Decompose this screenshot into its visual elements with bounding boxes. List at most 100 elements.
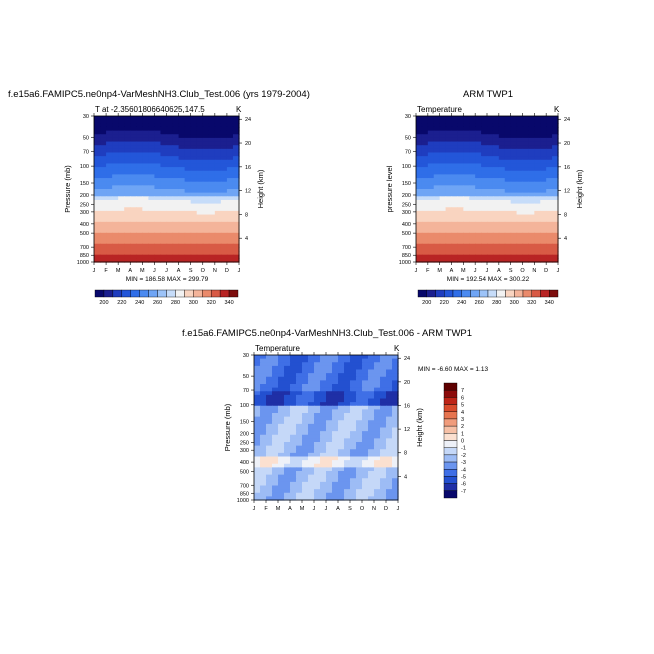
contour-cell — [314, 355, 321, 360]
contour-cell — [202, 243, 210, 248]
contour-cell — [214, 167, 222, 172]
contour-cell — [136, 163, 143, 168]
contour-cell — [451, 167, 459, 172]
contour-cell — [226, 145, 234, 150]
contour-cell — [445, 156, 453, 161]
contour-cell — [487, 203, 494, 208]
contour-cell — [481, 174, 488, 179]
contour-cell — [386, 445, 393, 450]
contour-cell — [356, 463, 363, 468]
contour-cell — [380, 387, 387, 392]
contour-cell — [196, 116, 204, 121]
contour-cell — [154, 119, 162, 124]
colorbar-label: 320 — [527, 300, 536, 306]
contour-cell — [546, 159, 553, 165]
contour-cell — [374, 489, 381, 494]
contour-cell — [350, 492, 357, 497]
contour-cell — [284, 423, 291, 429]
contour-cell — [178, 123, 186, 128]
contour-cell — [510, 210, 518, 216]
contour-cell — [338, 387, 345, 392]
contour-cell — [534, 196, 541, 201]
contour-cell — [534, 232, 541, 238]
contour-cell — [498, 254, 506, 259]
contour-cell — [260, 492, 267, 497]
contour-cell — [172, 130, 180, 135]
contour-cell — [290, 376, 297, 381]
contour-cell — [469, 203, 476, 208]
contour-cell — [124, 192, 131, 197]
contour-cell — [510, 126, 518, 132]
contour-cell — [481, 254, 488, 259]
contour-cell — [100, 221, 107, 227]
contour-cell — [350, 431, 357, 436]
contour-cell — [362, 384, 369, 389]
contour-cell — [100, 243, 107, 248]
contour-cell — [528, 196, 535, 201]
contour-cell — [463, 126, 470, 132]
contour-cell — [416, 247, 423, 252]
contour-cell — [510, 159, 518, 165]
contour-cell — [196, 221, 204, 227]
contour-cell — [124, 178, 131, 183]
contour-cell — [332, 398, 339, 403]
contour-cell — [386, 481, 393, 487]
contour-cell — [332, 460, 339, 465]
contour-cell — [130, 247, 137, 252]
contour-cell — [516, 152, 524, 157]
contour-cell — [142, 192, 149, 197]
contour-cell — [362, 376, 369, 381]
contour-cell — [136, 232, 143, 238]
contour-cell — [546, 192, 553, 197]
y-right-tick-label: 20 — [245, 141, 251, 147]
contour-cell — [332, 434, 339, 439]
contour-cell — [220, 141, 228, 146]
contour-cell — [416, 141, 423, 146]
contour-cell — [160, 134, 168, 139]
contour-cell — [427, 148, 435, 154]
contour-cell — [142, 167, 149, 172]
contour-cell — [154, 181, 162, 186]
contour-cell — [296, 416, 303, 421]
contour-cell — [368, 413, 375, 418]
contour-cell — [260, 420, 267, 425]
y-right-tick-label: 16 — [564, 165, 570, 171]
contour-cell — [232, 225, 240, 230]
contour-cell — [118, 236, 125, 241]
contour-cell — [94, 210, 101, 216]
contour-cell — [427, 145, 435, 150]
contour-cell — [260, 373, 267, 378]
y-tick-label: 100 — [80, 164, 89, 170]
contour-cell — [528, 119, 535, 124]
contour-cell — [112, 247, 119, 252]
contour-cell — [546, 119, 553, 124]
y-tick-label: 1000 — [77, 260, 89, 266]
contour-cell — [492, 141, 500, 146]
contour-cell — [172, 251, 180, 256]
contour-cell — [106, 236, 113, 241]
contour-cell — [492, 174, 500, 179]
colorbar-label: -2 — [461, 453, 466, 459]
contour-cell — [202, 247, 210, 252]
contour-cell — [314, 405, 321, 410]
contour-cell — [272, 420, 279, 425]
panel-1-colorbar: 200 220 240 260 280 300 320 340 — [94, 289, 239, 306]
contour-cell — [124, 163, 131, 168]
contour-cell — [314, 387, 321, 392]
contour-cell — [112, 126, 119, 132]
contour-cell — [475, 240, 482, 245]
contour-cell — [356, 409, 363, 414]
contour-cell — [457, 225, 464, 230]
contour-cell — [118, 225, 125, 230]
x-tick-label: F — [426, 268, 430, 274]
contour-cell — [457, 214, 464, 219]
contour-cell — [296, 376, 303, 381]
contour-cell — [94, 229, 101, 234]
contour-cell — [166, 199, 174, 205]
contour-cell — [196, 225, 204, 230]
contour-cell — [260, 402, 267, 407]
contour-cell — [368, 420, 375, 425]
contour-cell — [492, 240, 500, 245]
contour-cell — [534, 207, 541, 212]
contour-cell — [350, 423, 357, 429]
